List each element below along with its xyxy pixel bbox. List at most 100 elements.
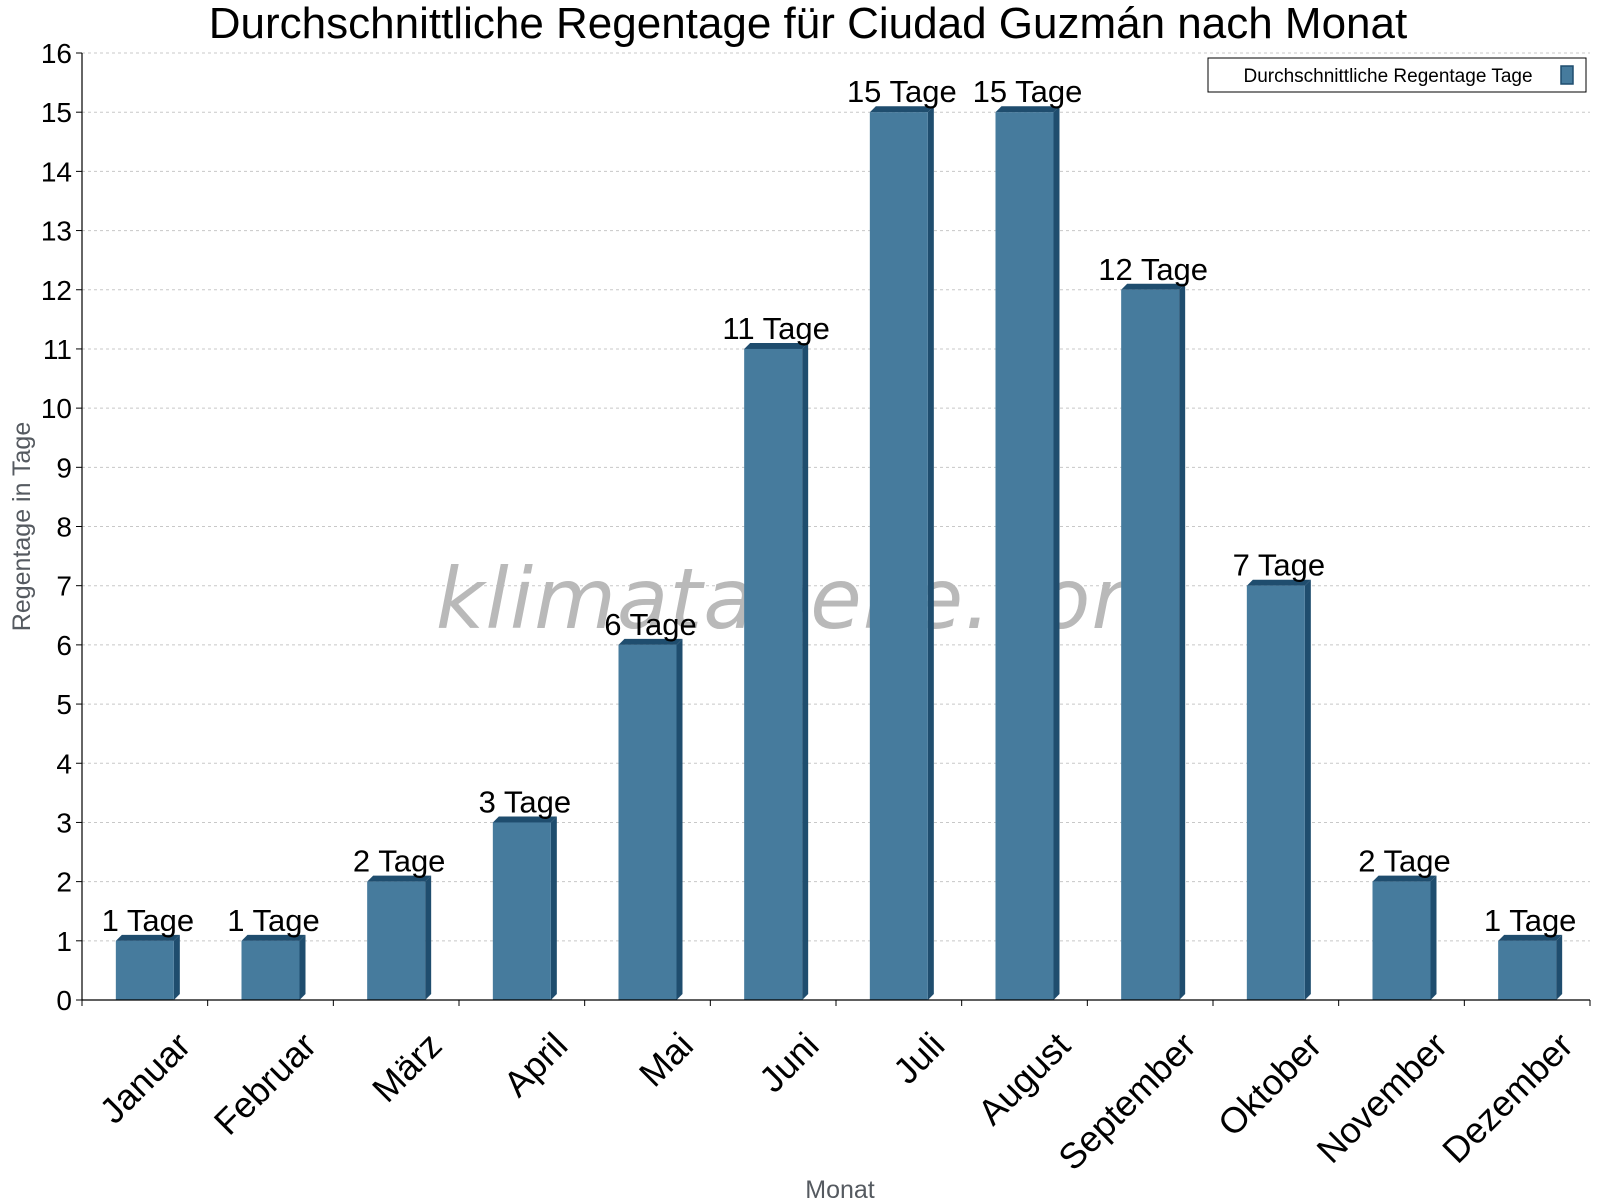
x-tick-label: August: [970, 1024, 1078, 1132]
bar-side: [550, 816, 557, 1000]
bar-top: [241, 934, 306, 941]
bar: [618, 638, 683, 1000]
bar-side: [1053, 106, 1060, 1000]
x-tick-label: März: [364, 1024, 450, 1110]
chart-title: Durchschnittliche Regentage für Ciudad G…: [209, 0, 1407, 48]
bar-front: [492, 822, 551, 1000]
bar-top: [1372, 875, 1437, 882]
data-label: 1 Tage: [227, 903, 320, 938]
x-tick-labels: Januar Februar März April Mai Juni Juli AugustS…: [91, 1024, 1580, 1178]
bar-front: [115, 940, 174, 1000]
legend-box: [1207, 57, 1587, 93]
y-tick-label: 11: [43, 334, 72, 365]
axes: [76, 52, 1591, 1006]
bar-side: [1556, 934, 1563, 1000]
bar-front: [1498, 940, 1557, 1000]
legend-label: Durchschnittliche Regentage Tage: [1243, 66, 1532, 87]
x-tick-label: April: [495, 1024, 575, 1104]
y-tick-label: 13: [41, 216, 72, 247]
bar-top: [1498, 934, 1563, 941]
data-labels: 1 Tage 1 Tage 2 Tage 3 Tage 6 Tage 11 Tage 15 …: [102, 74, 1577, 938]
y-tick-label: 10: [41, 393, 72, 424]
bar: [492, 816, 557, 1000]
x-tick-label: September: [1050, 1024, 1204, 1178]
y-tick-label: 8: [56, 512, 72, 543]
x-tick-label: Februar: [206, 1024, 324, 1142]
bar: [995, 106, 1060, 1000]
y-tick-label: 4: [56, 748, 72, 779]
bar-front: [618, 644, 677, 1000]
bar-top: [1246, 579, 1311, 586]
data-label: 1 Tage: [1484, 903, 1577, 938]
y-tick-label: 1: [56, 926, 72, 957]
bar: [241, 934, 306, 1000]
bar-side: [676, 638, 683, 1000]
bar-top: [367, 875, 432, 882]
bar: [1246, 579, 1311, 1000]
bar-front: [1246, 585, 1305, 1000]
y-tick-label: 14: [41, 156, 72, 187]
bar-side: [1304, 579, 1311, 1000]
y-tick-label: 5: [56, 689, 72, 720]
bar: [1498, 934, 1563, 1000]
bar-top: [869, 106, 934, 113]
x-tick-label: Oktober: [1210, 1024, 1330, 1144]
bar-top: [1121, 283, 1186, 290]
data-label: 2 Tage: [1358, 844, 1451, 879]
bar-front: [241, 940, 300, 1000]
bar-front: [367, 881, 426, 1000]
bars: [115, 106, 1563, 1000]
data-label: 12 Tage: [1098, 252, 1208, 287]
bar-side: [425, 875, 432, 1000]
data-label: 7 Tage: [1233, 548, 1326, 583]
bar-side: [927, 106, 934, 1000]
bar: [1372, 875, 1437, 1000]
bar-side: [299, 934, 306, 1000]
y-axis-title: Regentage in Tage: [8, 422, 36, 631]
data-label: 15 Tage: [973, 74, 1083, 109]
bar-side: [173, 934, 180, 1000]
bar: [744, 342, 809, 1000]
gridlines: [82, 52, 1590, 942]
y-tick-label: 6: [56, 630, 72, 661]
bar: [367, 875, 432, 1000]
bar-top: [115, 934, 180, 941]
data-label: 1 Tage: [102, 903, 195, 938]
y-tick-label: 12: [41, 275, 72, 306]
bar-side: [1430, 875, 1437, 1000]
bar: [115, 934, 180, 1000]
x-tick-label: Dezember: [1434, 1024, 1580, 1170]
bar-top: [618, 638, 683, 645]
bar-top: [744, 342, 809, 349]
bar-top: [492, 816, 557, 823]
bar-top: [995, 106, 1060, 113]
y-tick-label: 7: [56, 571, 72, 602]
x-tick-label: Mai: [631, 1024, 701, 1094]
data-label: 11 Tage: [722, 311, 829, 346]
legend-swatch: [1560, 65, 1574, 85]
bar-front: [869, 112, 928, 1000]
data-label: 2 Tage: [353, 844, 446, 879]
legend: Durchschnittliche Regentage Tage: [1207, 57, 1587, 93]
data-label: 6 Tage: [604, 607, 697, 642]
x-tick-label: Januar: [91, 1024, 198, 1131]
y-tick-label: 2: [56, 867, 72, 898]
data-label: 3 Tage: [479, 784, 572, 819]
bar-front: [744, 348, 803, 1000]
x-axis-title: Monat: [805, 1176, 875, 1200]
bar-front: [1121, 289, 1180, 1000]
bar-side: [802, 342, 809, 1000]
x-tick-label: November: [1309, 1024, 1455, 1170]
bar-front: [995, 112, 1054, 1000]
bar-front: [1372, 881, 1431, 1000]
y-tick-label: 16: [41, 38, 72, 69]
bar: [1121, 283, 1186, 1000]
x-tick-label: Juni: [751, 1024, 827, 1100]
data-label: 15 Tage: [847, 74, 957, 109]
y-tick-label: 15: [41, 97, 72, 128]
y-tick-label: 9: [56, 452, 72, 483]
bar: [869, 106, 934, 1000]
y-tick-label: 0: [56, 985, 72, 1016]
x-tick-label: Juli: [885, 1024, 952, 1091]
